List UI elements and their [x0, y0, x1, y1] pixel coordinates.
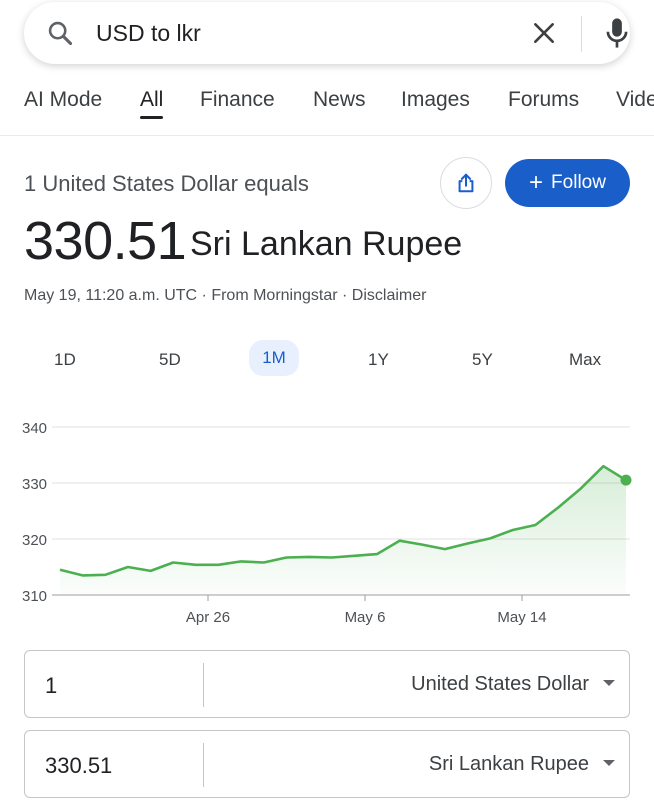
- follow-label: Follow: [551, 172, 606, 193]
- y-tick-label: 330: [22, 476, 47, 493]
- x-tick-label: Apr 26: [186, 609, 230, 626]
- tab-videos[interactable]: Vide: [616, 88, 654, 111]
- search-icon[interactable]: [46, 19, 74, 47]
- y-tick-label: 310: [22, 588, 47, 605]
- follow-button[interactable]: + Follow: [505, 159, 630, 207]
- tab-forums[interactable]: Forums: [508, 88, 580, 111]
- converter-row-to[interactable]: 330.51 Sri Lankan Rupee: [24, 730, 630, 798]
- x-tick-label: May 14: [497, 609, 546, 626]
- from-amount-input[interactable]: 1: [45, 673, 58, 698]
- series-line: [59, 464, 627, 577]
- range-tab-5d[interactable]: 5D: [159, 350, 181, 369]
- range-tab-max[interactable]: Max: [569, 350, 602, 369]
- exchange-rate-chart[interactable]: 340 330 320 310 Apr 26 May 6 May 14: [0, 405, 654, 635]
- search-divider: [581, 16, 582, 52]
- exchange-rate-currency: Sri Lankan Rupee: [190, 225, 463, 263]
- range-tab-5y[interactable]: 5Y: [472, 350, 493, 369]
- search-tabs: AI Mode All Finance News Images Forums V…: [0, 84, 654, 136]
- dropdown-caret-icon[interactable]: [603, 760, 615, 766]
- conversion-equals-label: 1 United States Dollar equals: [24, 171, 309, 196]
- tab-images[interactable]: Images: [401, 88, 470, 111]
- source-disclaimer-line: May 19, 11:20 a.m. UTC · From Morningsta…: [24, 287, 427, 304]
- range-tab-1m[interactable]: 1M: [249, 340, 299, 376]
- share-icon: [458, 173, 474, 193]
- active-tab-indicator: [140, 116, 163, 119]
- y-tick-label: 340: [22, 420, 47, 437]
- tab-ai-mode[interactable]: AI Mode: [24, 88, 103, 111]
- area-fill: [60, 466, 626, 595]
- range-tab-1y[interactable]: 1Y: [368, 350, 389, 369]
- microphone-icon[interactable]: [602, 16, 632, 50]
- to-amount-input[interactable]: 330.51: [45, 753, 113, 778]
- range-tab-1d[interactable]: 1D: [54, 350, 76, 369]
- exchange-rate-value: 330.51: [24, 211, 187, 271]
- dropdown-caret-icon[interactable]: [603, 680, 615, 686]
- to-currency-select[interactable]: Sri Lankan Rupee: [428, 753, 589, 775]
- search-bar[interactable]: USD to lkr: [24, 2, 630, 64]
- tab-news[interactable]: News: [313, 88, 366, 111]
- y-tick-label: 320: [22, 532, 47, 549]
- close-icon[interactable]: [531, 20, 557, 46]
- converter-divider: [203, 663, 204, 707]
- search-input[interactable]: USD to lkr: [96, 20, 201, 46]
- share-button[interactable]: [440, 157, 492, 209]
- converter-divider: [203, 743, 204, 787]
- latest-point: [620, 474, 632, 486]
- x-tick-label: May 6: [345, 609, 386, 626]
- from-currency-select[interactable]: United States Dollar: [411, 673, 589, 695]
- tab-finance[interactable]: Finance: [200, 88, 275, 111]
- converter-row-from[interactable]: 1 United States Dollar: [24, 650, 630, 718]
- plus-icon: +: [529, 169, 544, 196]
- tab-all[interactable]: All: [140, 88, 164, 111]
